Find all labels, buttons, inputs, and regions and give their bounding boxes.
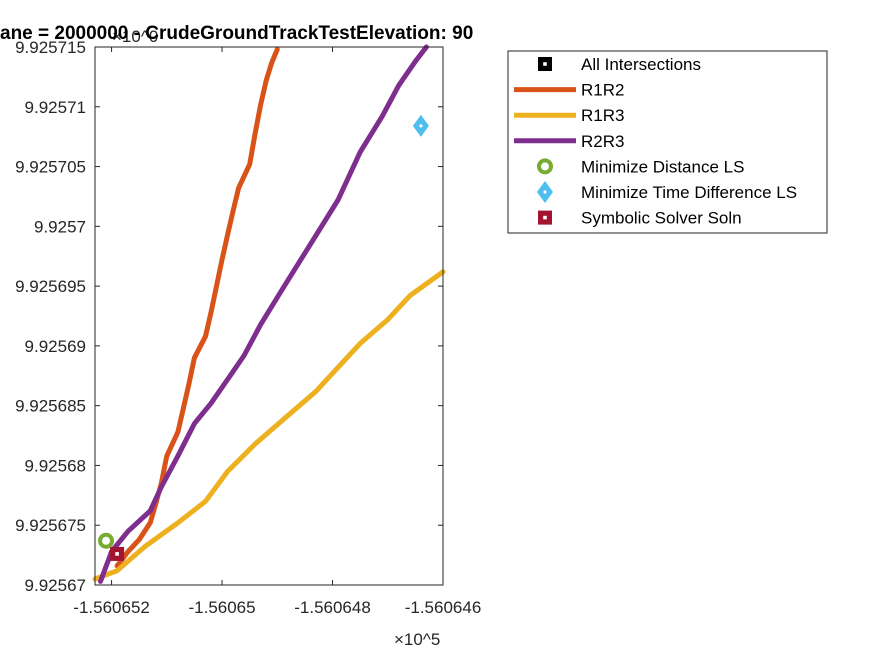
legend-marker-swatch-center: [543, 62, 547, 66]
legend-label: Symbolic Solver Soln: [581, 209, 742, 228]
y-axis-ticks: 9.92567 9.925675 9.92568 9.925685 9.92569 9.9…: [15, 38, 443, 595]
y-tick-label: 9.925715: [15, 38, 86, 57]
series-point-symbolic-solver-soln-0: [110, 546, 125, 561]
series-point-minimize-time-difference-ls-0-center: [419, 124, 423, 128]
legend-item: Symbolic Solver Soln: [538, 209, 742, 228]
legend-label: R2R3: [581, 132, 624, 151]
y-tick-label: 9.9257: [34, 217, 86, 236]
series-line-r2r3: [98, 44, 429, 584]
legend-marker-swatch: [538, 57, 552, 71]
y-tick-label: 9.92567: [25, 576, 86, 595]
legend-item: All Intersections: [538, 55, 701, 74]
y-tick-label: 9.92568: [25, 456, 86, 475]
legend-label: R1R2: [581, 81, 624, 100]
legend-item: R1R3: [514, 106, 624, 125]
legend[interactable]: All Intersections R1R2 R1R3 R2R3 Minimize Di…: [507, 50, 828, 234]
legend-item: R1R2: [514, 81, 624, 100]
legend-items: All Intersections R1R2 R1R3 R2R3 Minimize Di…: [514, 55, 797, 228]
y-axis-exponent-label: ×10^0: [112, 27, 158, 46]
y-tick-label: 9.925695: [15, 277, 86, 296]
series-point-minimize-distance-ls-0: [98, 532, 115, 549]
legend-label: Minimize Time Difference LS: [581, 183, 797, 202]
series-line-r1r3: [92, 269, 446, 582]
axes-box: [95, 47, 443, 585]
legend-item: R2R3: [514, 132, 624, 151]
series-line-r1r2: [114, 46, 280, 569]
x-tick-label: -1.560652: [73, 598, 150, 617]
x-tick-label: -1.560648: [294, 598, 371, 617]
y-tick-label: 9.925705: [15, 158, 86, 177]
series-point-minimize-time-difference-ls-0: [412, 114, 429, 137]
legend-marker-swatch-center: [543, 190, 547, 194]
legend-item: Minimize Distance LS: [537, 157, 744, 176]
legend-label: R1R3: [581, 106, 624, 125]
x-axis-ticks: -1.560652 -1.56065 -1.560648 -1.560646: [73, 47, 481, 617]
y-tick-label: 9.925675: [15, 516, 86, 535]
legend-label: All Intersections: [581, 55, 701, 74]
y-tick-label: 9.925685: [15, 397, 86, 416]
series-point-minimize-distance-ls-0-shape: [98, 532, 115, 549]
x-tick-label: -1.56065: [188, 598, 255, 617]
legend-item: Minimize Time Difference LS: [537, 181, 797, 203]
legend-label: Minimize Distance LS: [581, 157, 744, 176]
x-axis-exponent-label: ×10^5: [394, 630, 440, 649]
legend-marker-swatch-center: [543, 215, 547, 220]
legend-marker-swatch: [537, 158, 553, 175]
legend-marker-swatch-shape: [537, 158, 553, 175]
x-tick-label: -1.560646: [405, 598, 482, 617]
y-tick-label: 9.92571: [25, 98, 86, 117]
axes-frame: [94, 46, 444, 586]
legend-marker-swatch: [537, 181, 553, 203]
series-point-symbolic-solver-soln-0-center: [115, 552, 119, 556]
chart-title: ane = 2000000 - CrudeGroundTrackTestElev…: [0, 23, 473, 44]
y-tick-label: 9.92569: [25, 337, 86, 356]
plot-area: -1.560652 -1.56065 -1.560648 -1.560646 9.92…: [15, 38, 481, 617]
series-layer: [92, 44, 446, 584]
legend-marker-swatch: [538, 210, 552, 225]
